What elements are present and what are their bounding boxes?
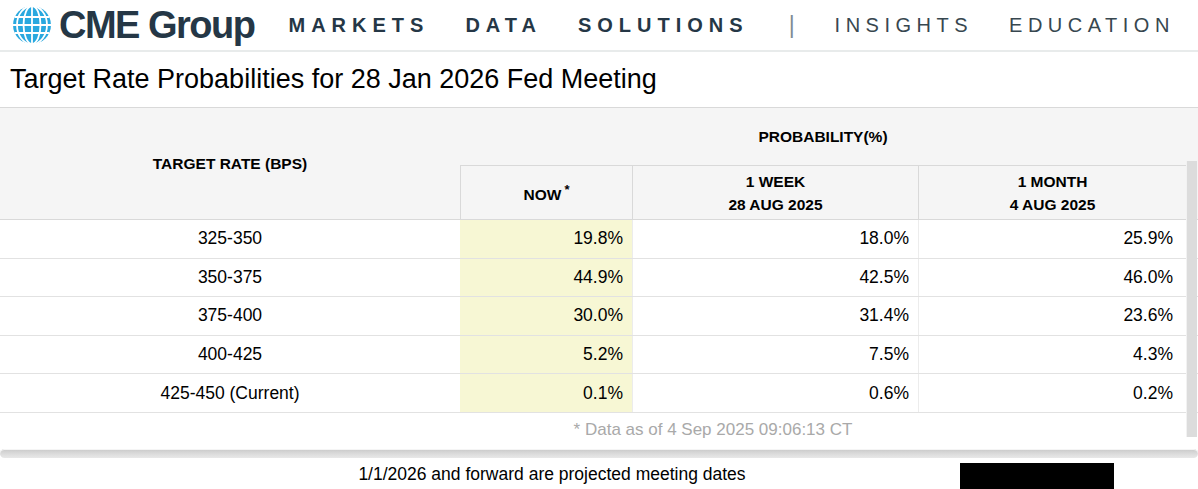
- nav-links: MARKETS DATA SOLUTIONS | INSIGHTS EDUCAT…: [288, 12, 1174, 39]
- header-1-month: 1 MONTH 4 AUG 2025: [918, 165, 1186, 220]
- week-cell: 42.5%: [632, 259, 918, 297]
- month-cell: 23.6%: [918, 297, 1186, 335]
- nav-item-insights[interactable]: INSIGHTS: [835, 14, 973, 37]
- header-week-date: 28 AUG 2025: [728, 193, 822, 216]
- nav-item-education[interactable]: EDUCATION: [1009, 14, 1175, 37]
- nav-item-markets[interactable]: MARKETS: [288, 14, 429, 37]
- cme-logo[interactable]: CME Group: [12, 4, 254, 47]
- horizontal-scrollbar[interactable]: [0, 449, 1198, 458]
- header-month-date: 4 AUG 2025: [1010, 193, 1096, 216]
- nav-item-solutions[interactable]: SOLUTIONS: [578, 14, 749, 37]
- month-cell: 46.0%: [918, 259, 1186, 297]
- vertical-scrollbar[interactable]: [1186, 161, 1197, 437]
- week-cell: 18.0%: [632, 220, 918, 258]
- now-cell: 44.9%: [460, 259, 632, 297]
- header-1-week: 1 WEEK 28 AUG 2025: [632, 165, 918, 220]
- week-cell: 31.4%: [632, 297, 918, 335]
- rate-cell: 325-350: [0, 220, 460, 258]
- probabilities-table: TARGET RATE (BPS) PROBABILITY(%) NOW* 1 …: [0, 107, 1198, 447]
- table-row: 325-350 19.8% 18.0% 25.9%: [0, 220, 1198, 259]
- now-cell: 0.1%: [460, 374, 632, 412]
- header-now-label: NOW*: [524, 180, 570, 206]
- bottom-area: 1/1/2026 and forward are projected meeti…: [0, 458, 1198, 489]
- nav-separator: |: [789, 12, 795, 39]
- header-target-rate: TARGET RATE (BPS): [0, 108, 460, 219]
- data-asof-note: * Data as of 4 Sep 2025 09:06:13 CT: [0, 413, 1198, 447]
- logo-text: CME Group: [59, 4, 254, 47]
- week-cell: 0.6%: [632, 374, 918, 412]
- rate-cell: 375-400: [0, 297, 460, 335]
- header-week-label: 1 WEEK: [746, 170, 805, 193]
- header-month-label: 1 MONTH: [1018, 170, 1088, 193]
- top-nav: CME Group MARKETS DATA SOLUTIONS | INSIG…: [0, 0, 1198, 52]
- page-title: Target Rate Probabilities for 28 Jan 202…: [10, 64, 657, 95]
- month-cell: 0.2%: [918, 374, 1186, 412]
- header-probability: PROBABILITY(%): [460, 108, 1186, 165]
- table-row: 375-400 30.0% 31.4% 23.6%: [0, 297, 1198, 336]
- now-cell: 5.2%: [460, 336, 632, 374]
- table-row: 425-450 (Current) 0.1% 0.6% 0.2%: [0, 374, 1198, 413]
- table-row: 400-425 5.2% 7.5% 4.3%: [0, 336, 1198, 375]
- nav-item-data[interactable]: DATA: [465, 14, 542, 37]
- week-cell: 7.5%: [632, 336, 918, 374]
- rate-cell: 425-450 (Current): [0, 374, 460, 412]
- table-header: TARGET RATE (BPS) PROBABILITY(%) NOW* 1 …: [0, 107, 1198, 220]
- header-now: NOW*: [460, 165, 632, 220]
- now-cell: 30.0%: [460, 297, 632, 335]
- table-row: 350-375 44.9% 42.5% 46.0%: [0, 259, 1198, 298]
- redacted-box: [960, 463, 1114, 489]
- projected-dates-note: 1/1/2026 and forward are projected meeti…: [0, 464, 1104, 485]
- rate-cell: 400-425: [0, 336, 460, 374]
- rate-cell: 350-375: [0, 259, 460, 297]
- globe-icon: [12, 5, 52, 45]
- month-cell: 25.9%: [918, 220, 1186, 258]
- month-cell: 4.3%: [918, 336, 1186, 374]
- now-cell: 19.8%: [460, 220, 632, 258]
- asterisk-marker: *: [564, 182, 569, 197]
- title-bar: Target Rate Probabilities for 28 Jan 202…: [0, 52, 1198, 107]
- footnote-row: * Data as of 4 Sep 2025 09:06:13 CT: [0, 413, 1198, 447]
